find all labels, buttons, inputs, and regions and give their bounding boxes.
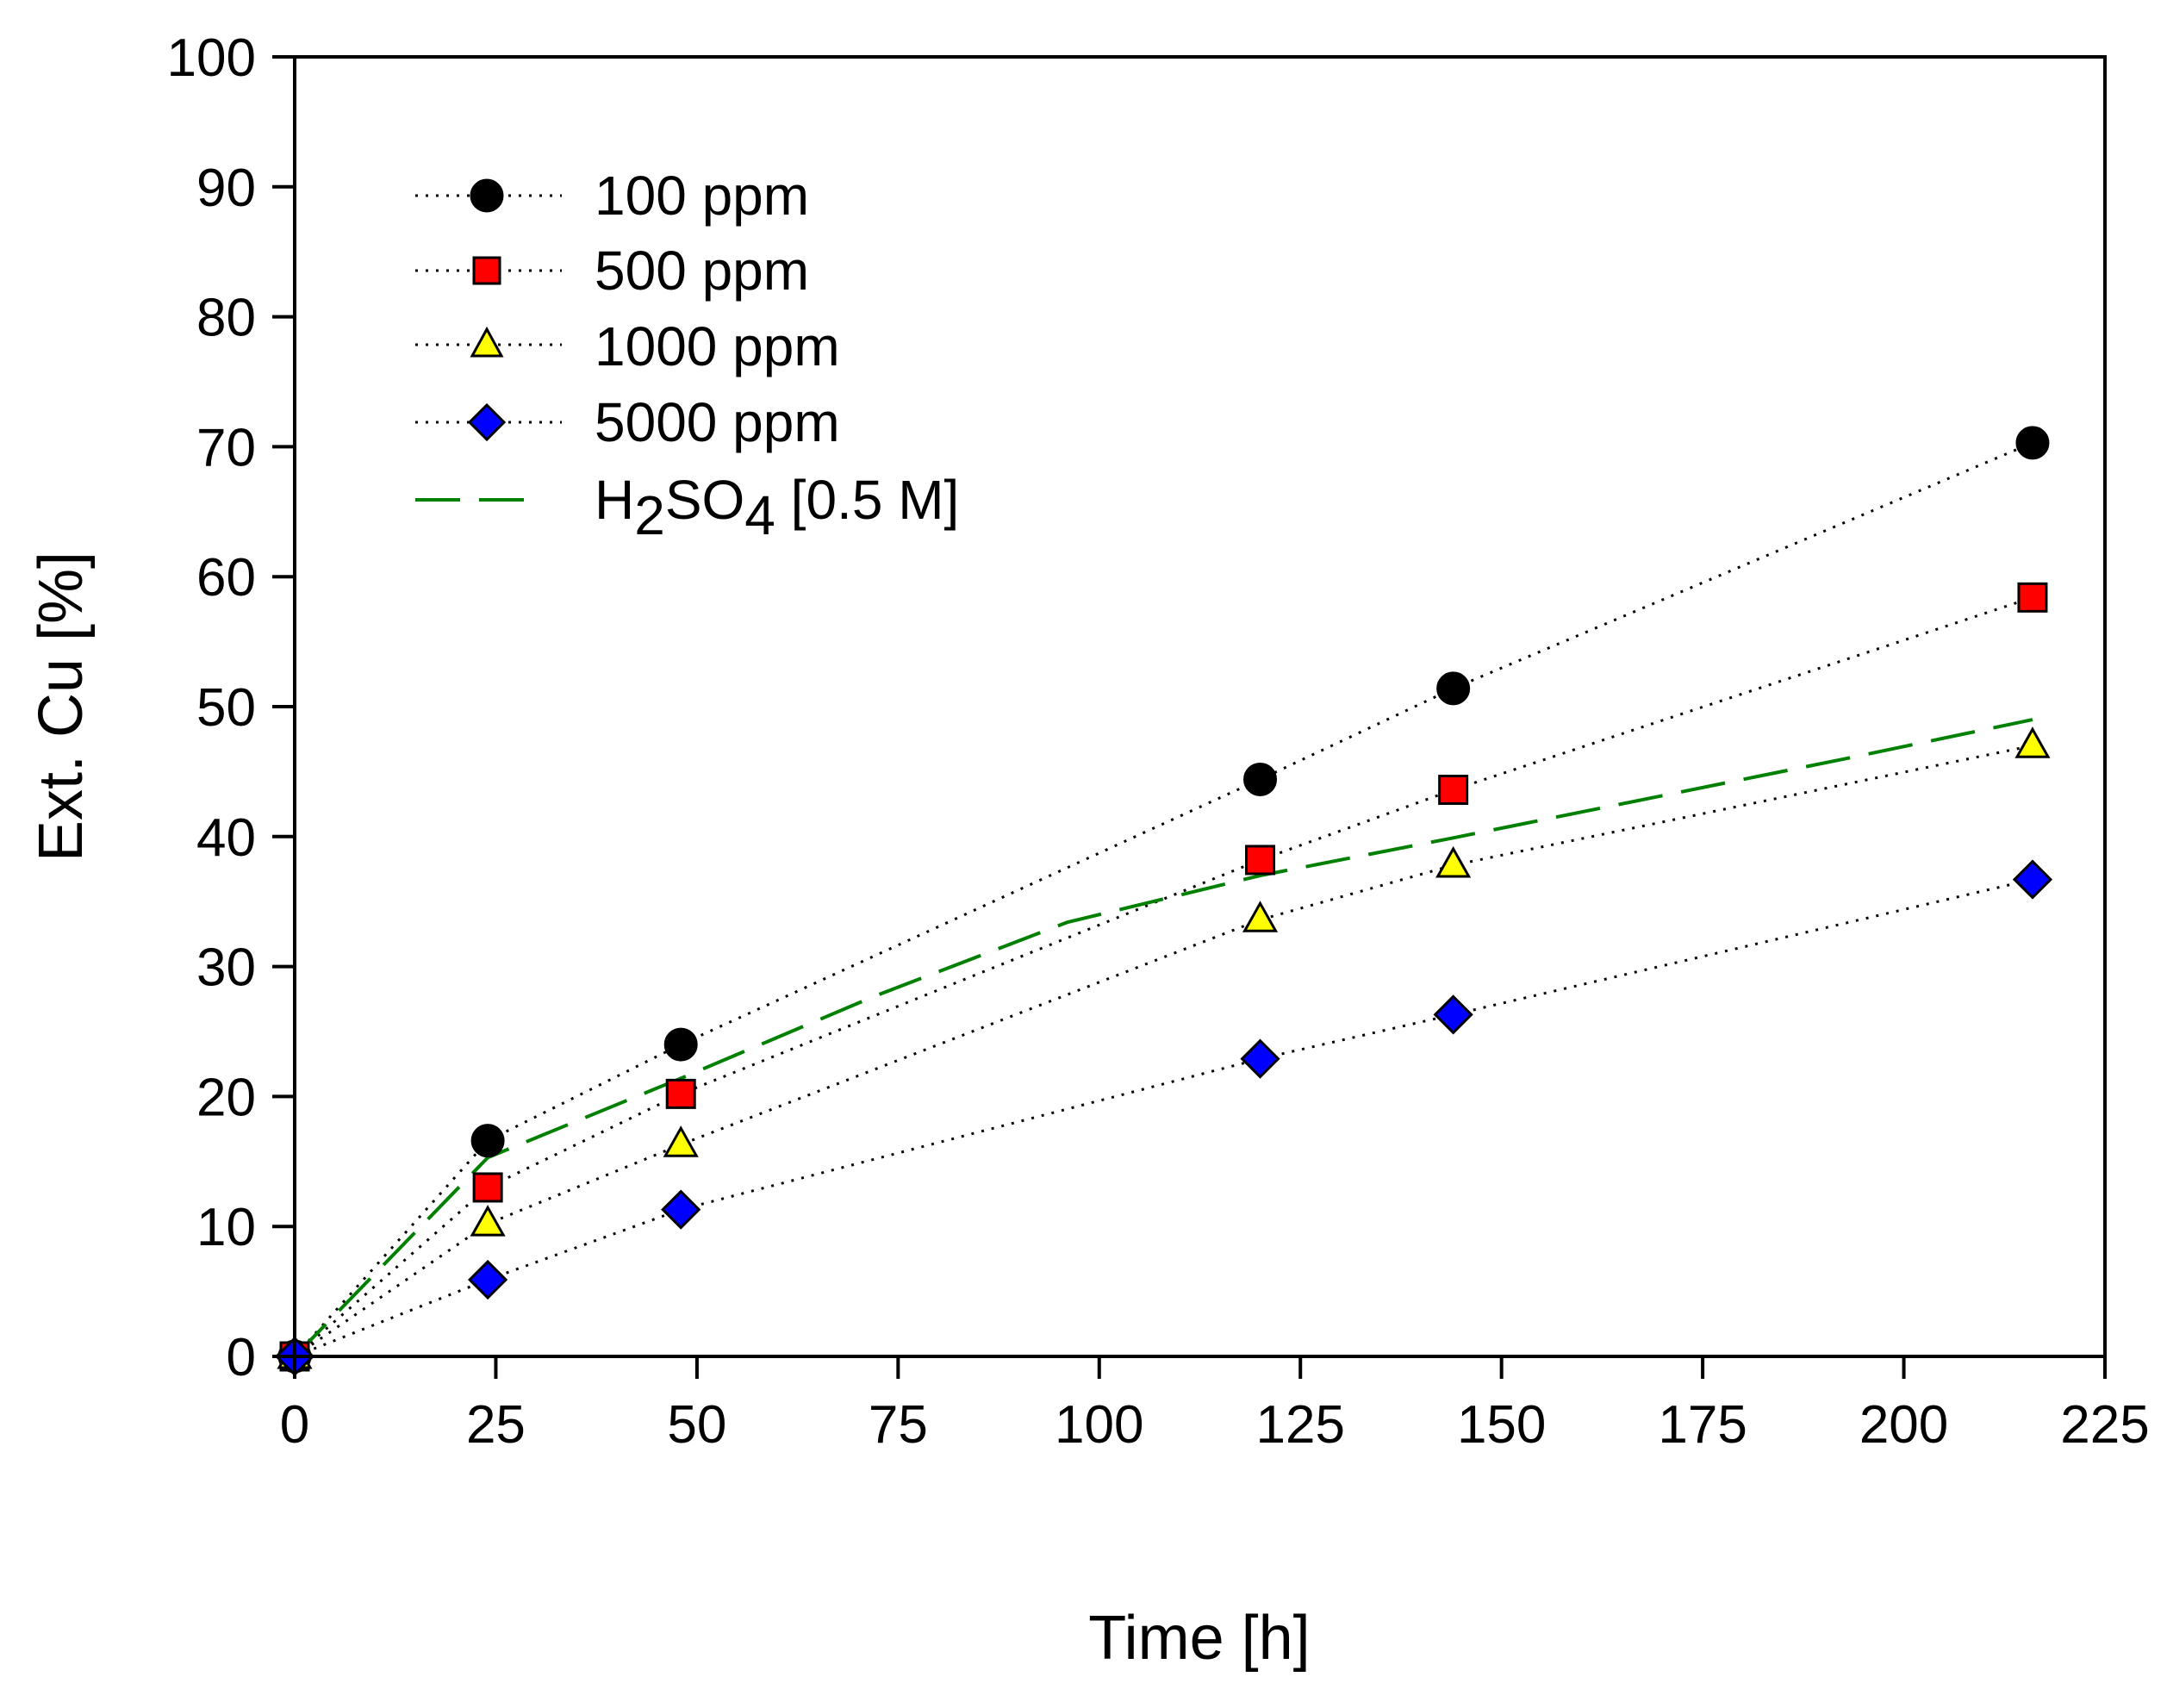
x-tick-label-50: 50 (667, 1395, 726, 1455)
legend-label-100-ppm: 100 ppm (595, 165, 809, 227)
x-axis-title: Time [h] (1088, 1604, 1310, 1673)
data-point-1000-ppm-24 (470, 1205, 506, 1237)
y-tick-label-90: 90 (196, 159, 256, 218)
y-tick-label-100: 100 (167, 28, 256, 88)
legend-label-500-ppm: 500 ppm (595, 240, 809, 302)
data-point-500-ppm-24 (472, 1172, 503, 1203)
data-point-5000-ppm-24 (467, 1259, 508, 1300)
x-tick-label-25: 25 (466, 1395, 526, 1455)
legend-label-h2so4-sub2: 4 (744, 484, 775, 546)
y-tick-label-30: 30 (196, 938, 256, 998)
y-axis-title: Ext. Cu [%] (27, 552, 96, 862)
x-tick-label-100: 100 (1055, 1395, 1143, 1455)
y-tick-label-80: 80 (196, 289, 256, 348)
data-point-100-ppm-120 (1243, 762, 1278, 796)
legend-label-h2so4-sub1: 2 (634, 484, 665, 546)
data-point-5000-ppm-120 (1240, 1038, 1280, 1079)
x-tick-label-125: 125 (1255, 1395, 1344, 1455)
x-tick-label-0: 0 (280, 1395, 309, 1455)
x-tick-label-175: 175 (1658, 1395, 1747, 1455)
legend-label-h2so4-tail: [0.5 M] (775, 469, 959, 531)
x-tick-label-200: 200 (1859, 1395, 1948, 1455)
data-point-1000-ppm-120 (1242, 901, 1279, 932)
y-tick-label-50: 50 (196, 678, 256, 738)
x-tick-label-225: 225 (2060, 1395, 2149, 1455)
legend-marker-5000-ppm (467, 402, 507, 442)
y-tick-label-40: 40 (196, 808, 256, 868)
legend-label-1000-ppm: 1000 ppm (595, 315, 840, 377)
data-point-5000-ppm-144 (1433, 994, 1473, 1035)
data-point-100-ppm-48 (663, 1027, 698, 1062)
y-tick-label-60: 60 (196, 548, 256, 608)
data-point-5000-ppm-48 (661, 1189, 701, 1230)
legend-label-5000-ppm: 5000 ppm (595, 391, 840, 453)
x-tick-label-150: 150 (1457, 1395, 1546, 1455)
y-tick-label-10: 10 (196, 1198, 256, 1257)
data-point-100-ppm-24 (470, 1124, 505, 1158)
data-point-1000-ppm-48 (663, 1125, 699, 1157)
legend: 100 ppm 500 ppm 1000 ppm 5000 ppm H2SO4 … (415, 165, 959, 546)
legend-label-h2so4: H2SO4 [0.5 M] (595, 469, 959, 546)
legend-label-h2so4-mid: SO (665, 469, 744, 531)
x-tick-label-75: 75 (869, 1395, 928, 1455)
y-tick-label-0: 0 (227, 1328, 256, 1387)
legend-marker-500-ppm (472, 256, 501, 285)
data-point-500-ppm-120 (1245, 845, 1276, 876)
data-point-500-ppm-48 (665, 1078, 696, 1109)
data-point-100-ppm-144 (1436, 671, 1471, 706)
legend-marker-1000-ppm (470, 326, 504, 358)
data-point-1000-ppm-144 (1435, 845, 1472, 878)
legend-marker-100-ppm (470, 178, 504, 213)
data-point-1000-ppm-216 (2014, 726, 2051, 758)
y-tick-label-70: 70 (196, 418, 256, 477)
legend-label-h2so4-main: H (595, 469, 634, 531)
x-axis-ticks: 0 25 50 75 100 125 150 175 200 225 (280, 1356, 2150, 1455)
y-tick-label-20: 20 (196, 1068, 256, 1127)
data-point-500-ppm-216 (2017, 582, 2048, 613)
y-axis-ticks: 0 10 20 30 40 50 60 70 80 90 100 (167, 28, 295, 1387)
data-point-100-ppm-216 (2015, 426, 2050, 460)
data-point-500-ppm-144 (1438, 775, 1469, 806)
data-point-5000-ppm-216 (2012, 859, 2053, 900)
